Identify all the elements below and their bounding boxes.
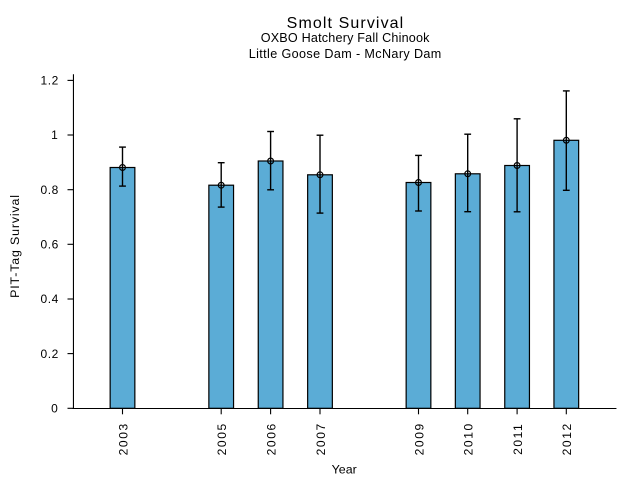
svg-text:0.8: 0.8 — [41, 183, 59, 197]
svg-text:2003: 2003 — [116, 422, 130, 455]
svg-text:0.4: 0.4 — [41, 292, 59, 306]
svg-text:1: 1 — [51, 128, 58, 142]
svg-text:1.2: 1.2 — [41, 74, 59, 88]
svg-text:2010: 2010 — [462, 422, 476, 455]
svg-text:2009: 2009 — [412, 422, 426, 455]
svg-text:Year: Year — [332, 463, 357, 477]
svg-text:Little Goose Dam - McNary Dam: Little Goose Dam - McNary Dam — [249, 47, 442, 61]
svg-text:OXBO Hatchery Fall Chinook: OXBO Hatchery Fall Chinook — [261, 31, 430, 45]
svg-text:2011: 2011 — [511, 423, 525, 455]
svg-text:0: 0 — [51, 402, 58, 416]
svg-text:2007: 2007 — [314, 422, 328, 455]
svg-text:0.2: 0.2 — [41, 347, 59, 361]
svg-text:2005: 2005 — [215, 422, 229, 455]
svg-text:2012: 2012 — [560, 422, 574, 455]
svg-text:Smolt Survival: Smolt Survival — [287, 15, 405, 32]
svg-text:PIT-Tag Survival: PIT-Tag Survival — [8, 194, 22, 298]
svg-text:0.6: 0.6 — [41, 238, 59, 252]
svg-text:2006: 2006 — [264, 422, 278, 455]
